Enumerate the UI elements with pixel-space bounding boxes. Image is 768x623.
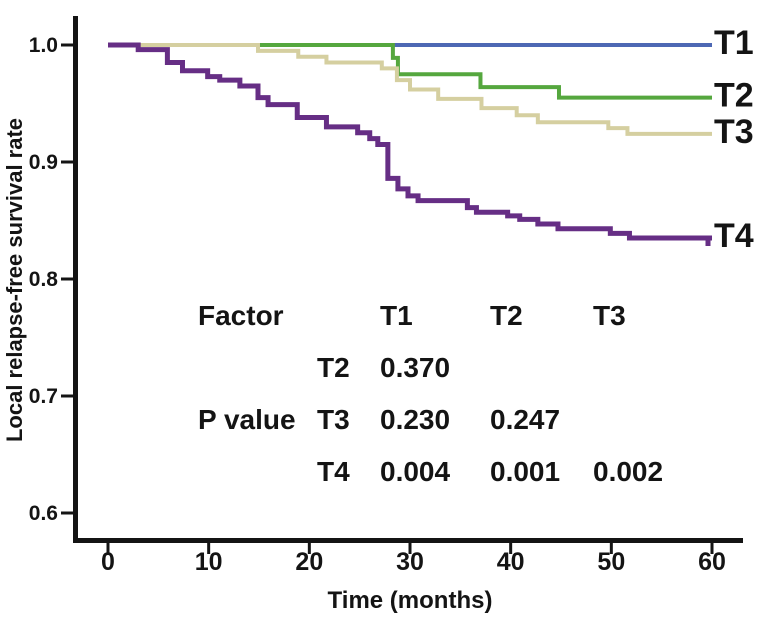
y-axis-spine [73,16,78,543]
curve-label-t2: T2 [714,77,754,115]
table-empty-cell [490,342,593,394]
y-tick-mark [61,43,73,47]
table-empty-cell [317,290,380,342]
y-tick-label: 0.9 [29,151,58,174]
x-tick-mark [710,543,714,554]
curve-label-t3: T3 [714,113,754,151]
y-tick-mark [61,394,73,398]
y-tick-mark [61,277,73,281]
table-pvalue-cell: 0.370 [380,352,451,383]
table-pvalue-label: P value [198,404,296,435]
table-row-header-t4: T4 [317,456,350,487]
p-value-table: Factor T1 T2 T3 T2 0.370 P value T3 0.230 0.247 T4… [198,290,693,498]
table-col-header-t1: T1 [380,300,413,331]
curve-t2 [108,43,713,100]
table-empty-cell [198,342,317,394]
table-pvalue-cell: 0.247 [490,404,561,435]
curve-t3 [108,43,713,136]
x-tick-mark [408,543,412,554]
x-tick-label: 40 [497,548,525,576]
x-tick-mark [609,543,613,554]
table-pvalue-cell: 0.230 [380,404,451,435]
x-axis-spine [73,538,743,543]
table-empty-cell [593,342,693,394]
x-tick-mark [307,543,311,554]
x-tick-label: 60 [698,548,726,576]
curve-t4 [108,42,713,247]
x-tick-mark [207,543,211,554]
table-col-header-t3: T3 [593,300,626,331]
x-tick-label: 10 [195,548,223,576]
table-row-header-t2: T2 [317,352,350,383]
y-tick-mark [61,511,73,515]
y-tick-label: 0.6 [29,502,58,525]
x-tick-label: 50 [597,548,625,576]
y-tick-label: 1.0 [29,34,58,57]
y-tick-mark [61,160,73,164]
table-pvalue-cell: 0.004 [380,456,451,487]
table-row-header-t3: T3 [317,404,350,435]
x-axis-title: Time (months) [328,587,493,614]
table-col-header-t2: T2 [490,300,523,331]
y-tick-label: 0.7 [29,385,58,408]
curve-label-t1: T1 [714,24,754,62]
table-pvalue-cell: 0.002 [593,456,664,487]
axes: 1.0 0.9 0.8 0.7 0.6 0 10 20 30 40 50 60 [29,16,743,576]
y-tick-label: 0.8 [29,268,59,291]
x-tick-mark [106,543,110,554]
table-empty-cell [593,394,693,446]
x-tick-label: 0 [101,548,115,576]
curve-label-t4: T4 [714,217,754,255]
y-axis-title: Local relapse-free survival rate [2,118,27,442]
x-tick-label: 20 [295,548,323,576]
x-tick-mark [509,543,513,554]
table-factor-label: Factor [198,300,284,331]
survival-curves [108,42,713,247]
x-tick-label: 30 [396,548,424,576]
table-pvalue-cell: 0.001 [490,456,561,487]
table-empty-cell [198,446,317,498]
